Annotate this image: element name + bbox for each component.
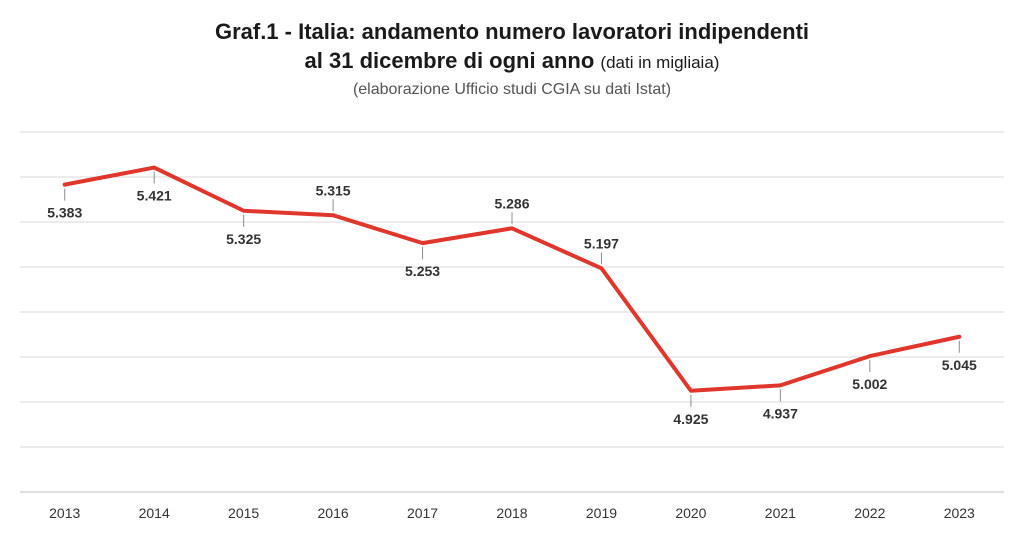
series-line	[62, 165, 962, 393]
data-label: 5.325	[226, 231, 261, 247]
data-label: 5.002	[852, 376, 887, 392]
gridlines	[20, 131, 1004, 493]
data-label: 5.253	[405, 263, 440, 279]
data-label: 5.286	[494, 195, 529, 211]
data-label: 5.045	[942, 357, 977, 373]
data-label: 4.925	[673, 411, 708, 427]
chart-title-line2-main: al 31 dicembre di ogni anno	[304, 48, 595, 73]
data-label: 5.197	[584, 235, 619, 251]
chart-subtitle: (elaborazione Ufficio studi CGIA su dati…	[352, 81, 672, 98]
chart-title: Graf.1 - Italia: andamento numero lavora…	[214, 19, 810, 44]
chart-title-unit-note: (dati in migliaia)	[600, 53, 720, 72]
x-tick-label: 2017	[407, 505, 438, 521]
x-tick-label: 2021	[765, 505, 796, 521]
data-label: 5.383	[47, 205, 82, 221]
chart-title-line2: al 31 dicembre di ogni anno (dati in mig…	[0, 46, 1024, 78]
x-tick-label: 2015	[228, 505, 259, 521]
x-tick-label: 2016	[318, 505, 349, 521]
series-line-layer	[62, 165, 962, 393]
x-tick-label: 2022	[854, 505, 885, 521]
x-tick-label: 2023	[944, 505, 975, 521]
x-tick-label: 2014	[139, 505, 170, 521]
x-tick-label: 2019	[586, 505, 617, 521]
data-label: 5.421	[137, 188, 172, 204]
x-tick-label: 2020	[675, 505, 706, 521]
x-tick-label: 2018	[496, 505, 527, 521]
data-labels: 5.383 5.421 5.325 5.315 5.253 5.286 5.197 4.925…	[47, 182, 977, 427]
x-axis-tick-labels: 2013 2014 2015 2016 2017 2018 2019 2020 2021 2022…	[49, 505, 975, 521]
data-label-leaders	[64, 171, 960, 407]
chart-titles: Graf.1 - Italia: andamento numero lavora…	[0, 18, 1024, 102]
x-tick-label: 2013	[49, 505, 80, 521]
data-label: 4.937	[763, 405, 798, 421]
data-label: 5.315	[316, 182, 351, 198]
